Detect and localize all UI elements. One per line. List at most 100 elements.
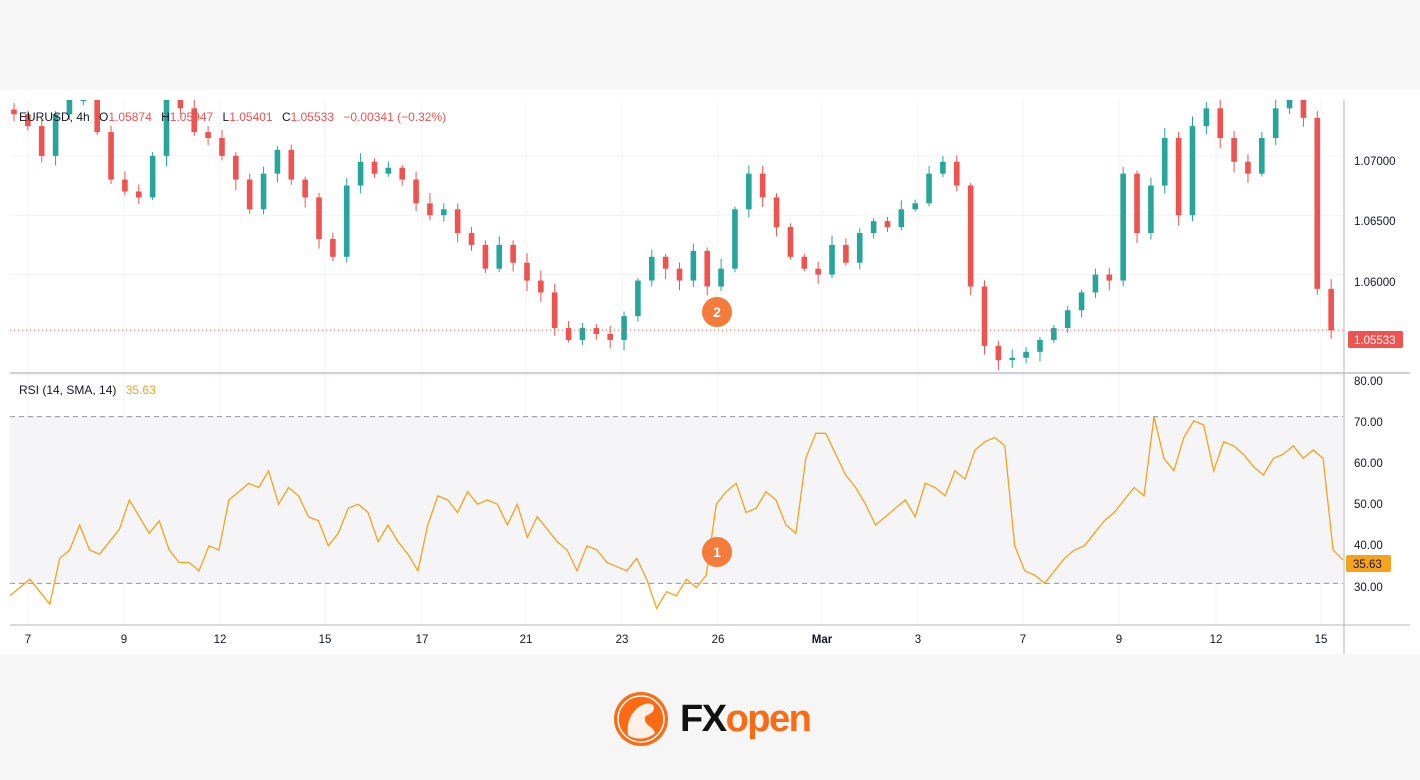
chart-axes <box>10 100 1410 654</box>
candle-body <box>953 161 960 186</box>
bottom-margin <box>0 654 1420 780</box>
close-label: C <box>282 110 291 124</box>
candle-body <box>1259 138 1265 174</box>
candle-body <box>108 132 114 180</box>
dragon-icon <box>627 703 655 739</box>
candle-body <box>413 179 419 204</box>
time-tick: 21 <box>520 634 533 646</box>
rsi-tick-30: 30.00 <box>1354 582 1383 594</box>
candle-body <box>1286 100 1293 109</box>
candle-body <box>66 100 73 115</box>
candle-body <box>1189 126 1196 216</box>
candle-body <box>80 100 87 101</box>
candle-body <box>177 100 184 109</box>
candle-body <box>1328 288 1334 331</box>
candle-body <box>1009 357 1016 361</box>
candle-body <box>565 328 572 340</box>
candle-body <box>496 244 503 269</box>
candle-body <box>357 161 364 186</box>
candle-body <box>1051 328 1057 340</box>
candle-body <box>11 109 17 115</box>
candle-body <box>746 173 752 210</box>
price-candles[interactable] <box>10 100 1343 371</box>
candle-body <box>38 126 45 156</box>
candle-body <box>579 328 586 340</box>
candle-body <box>898 209 905 228</box>
logo-open-text: open <box>725 698 812 740</box>
candle-body <box>330 238 336 257</box>
logo-fx-text: FX <box>680 698 727 740</box>
rsi-overbought-oversold-band <box>10 416 1343 584</box>
candle-body <box>940 161 946 174</box>
marker-1-circle <box>702 537 732 567</box>
candle-body <box>607 333 613 340</box>
symbol-label: EURUSD <box>19 110 70 124</box>
current-price-badge <box>1348 331 1403 348</box>
timeframe-label: 4h <box>76 110 89 124</box>
rsi-tick-50: 50.00 <box>1354 499 1383 511</box>
candle-body <box>1161 138 1168 186</box>
time-tick: 9 <box>121 634 127 646</box>
rsi-line <box>9 416 1344 610</box>
candle-body <box>787 227 794 257</box>
candle-body <box>926 173 932 204</box>
candle-body <box>510 244 516 263</box>
candle-body <box>1120 173 1126 281</box>
candle-body <box>454 209 461 234</box>
open-label: O <box>99 110 108 124</box>
rsi-tick-70: 70.00 <box>1354 417 1383 429</box>
candle-body <box>135 191 142 198</box>
candle-body <box>1078 292 1085 311</box>
candle-body <box>1314 117 1321 289</box>
time-tick: 12 <box>214 634 227 646</box>
time-tick-month: Mar <box>812 634 833 646</box>
candle-body <box>1064 310 1071 329</box>
candle-body <box>1203 108 1210 127</box>
open-value: 1.05874 <box>108 110 152 124</box>
rsi-tick-40: 40.00 <box>1354 540 1383 552</box>
candle-body <box>884 221 891 228</box>
logo-ring <box>617 695 665 743</box>
time-tick: 12 <box>1210 634 1223 646</box>
candle-body <box>995 345 1002 361</box>
candle-body <box>1134 173 1140 234</box>
top-margin <box>0 0 1420 90</box>
candle-body <box>1217 108 1224 139</box>
rsi-pane[interactable] <box>9 416 1344 610</box>
candle-body <box>233 155 239 180</box>
candle-body <box>593 328 600 334</box>
chart-legend: EURUSD, 4h O1.05874 H1.05947 L1.05401 C1… <box>19 110 446 124</box>
time-tick: 9 <box>1116 634 1122 646</box>
candle-body <box>704 250 711 287</box>
candle-body <box>621 316 627 340</box>
candle-body <box>843 244 849 263</box>
time-tick: 23 <box>616 634 629 646</box>
time-tick: 26 <box>712 634 725 646</box>
candle-body <box>815 268 821 275</box>
fxopen-logo: FXopen <box>680 697 812 741</box>
candle-body <box>343 185 350 257</box>
candle-body <box>427 203 433 216</box>
candle-body <box>1231 138 1237 162</box>
rsi-legend: RSI (14, SMA, 14) 35.63 <box>19 383 156 397</box>
high-label: H <box>161 110 170 124</box>
candle-body <box>718 268 724 287</box>
time-tick: 7 <box>1020 634 1026 646</box>
rsi-label: RSI (14, SMA, 14) <box>19 383 116 397</box>
candle-body <box>1272 108 1279 139</box>
candle-body <box>302 179 308 198</box>
candle-body <box>399 167 406 180</box>
marker-1[interactable]: 1 <box>702 537 732 567</box>
time-axis: 7 9 12 15 17 21 23 26 Mar 3 7 9 12 15 <box>25 634 1328 646</box>
marker-2[interactable]: 2 <box>702 297 732 327</box>
candle-body <box>1037 339 1043 352</box>
candle-body <box>690 250 697 281</box>
candle-body <box>912 203 918 210</box>
candle-body <box>468 233 475 245</box>
close-value: 1.05533 <box>291 110 335 124</box>
candle-body <box>662 256 669 269</box>
candle-body <box>635 280 641 317</box>
candle-body <box>981 286 988 346</box>
current-price-label: 1.05533 <box>1354 335 1396 347</box>
